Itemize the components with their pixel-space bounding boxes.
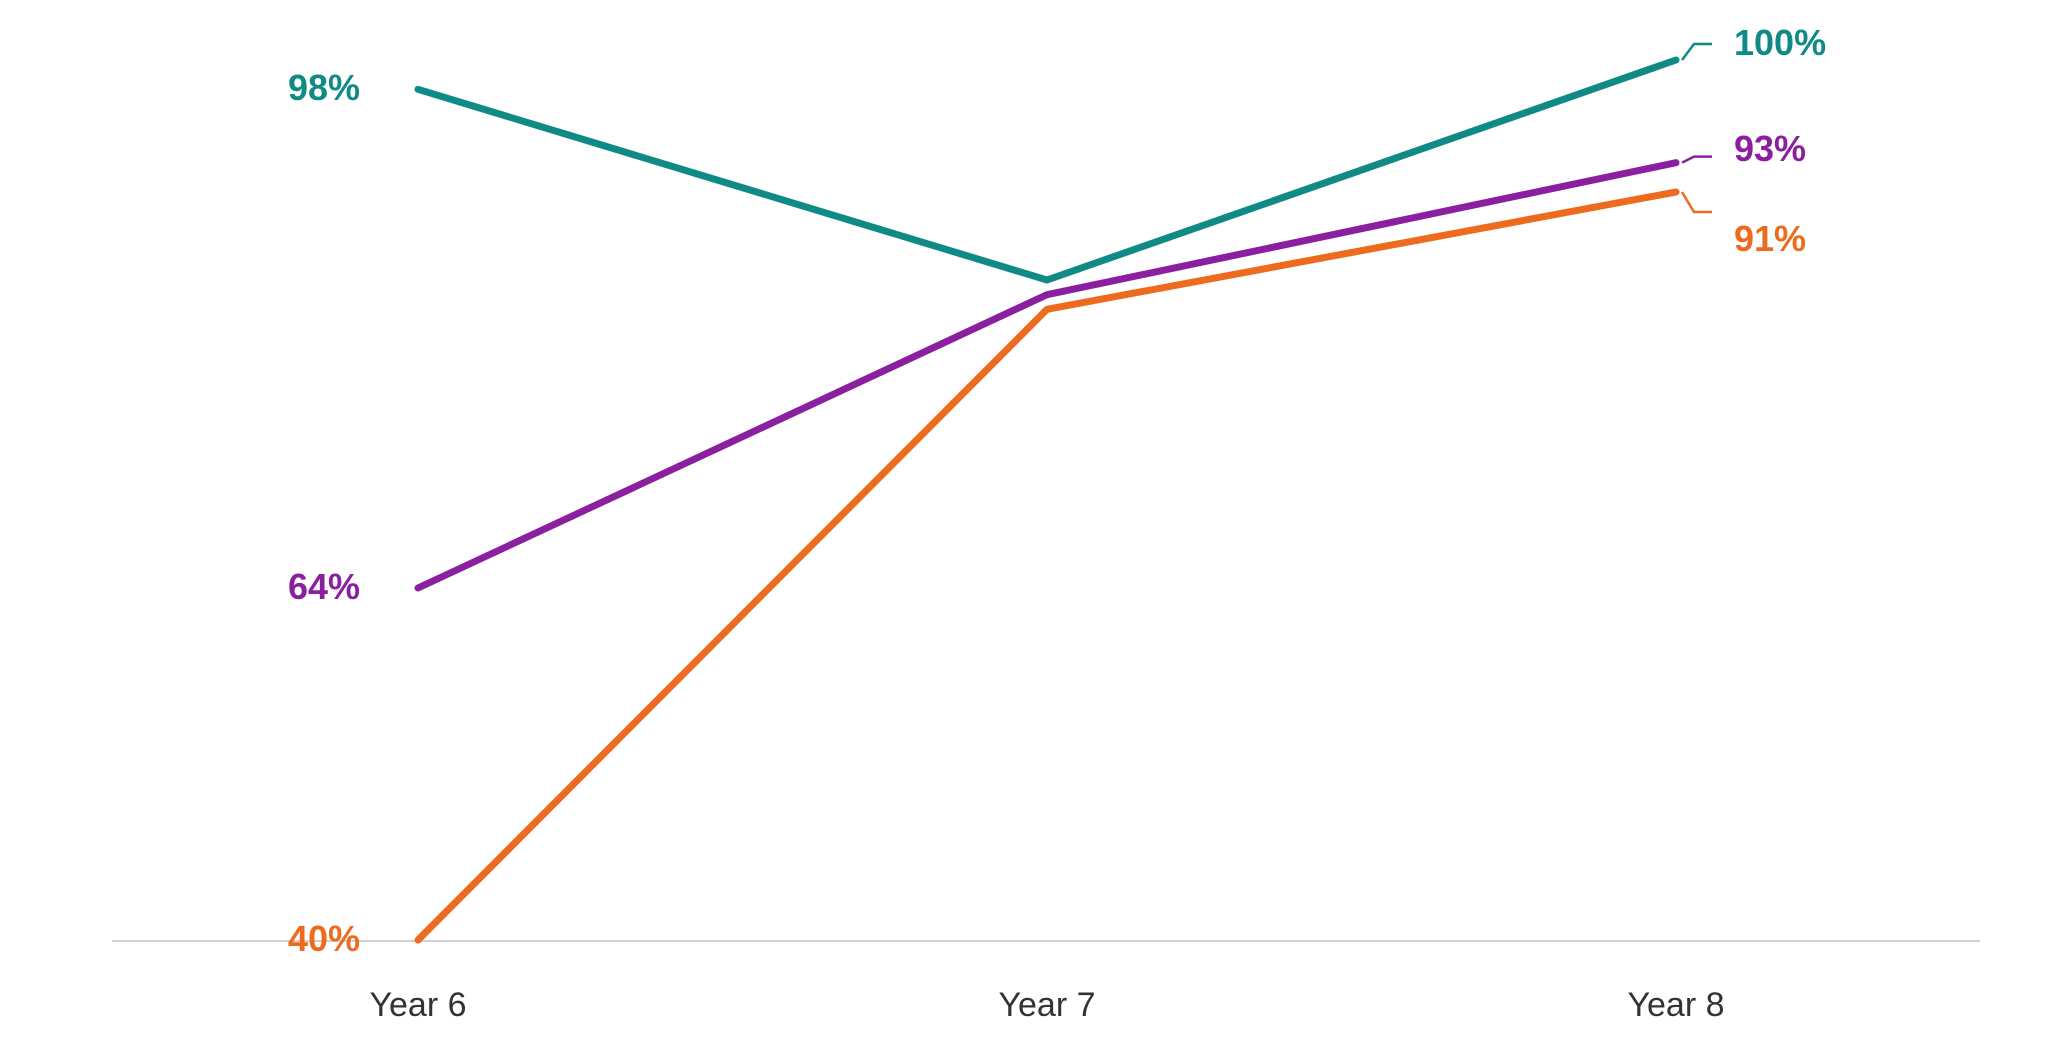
series-orange-line [418,192,1676,940]
series-purple-end-label: 93% [1734,128,1806,170]
series-teal-start-label: 98% [288,67,360,109]
x-axis-label-year-7: Year 7 [998,986,1095,1025]
series-purple-start-label: 64% [288,566,360,608]
series-purple-leader [1682,157,1712,163]
series-teal-line [418,60,1676,280]
series-orange-end-label: 91% [1734,218,1806,260]
series-orange-leader [1682,192,1712,212]
x-axis-label-year-6: Year 6 [369,986,466,1025]
x-axis-label-year-8: Year 8 [1627,986,1724,1025]
series-orange-start-label: 40% [288,918,360,960]
series-teal-end-label: 100% [1734,22,1826,64]
series-teal-leader [1682,44,1712,60]
